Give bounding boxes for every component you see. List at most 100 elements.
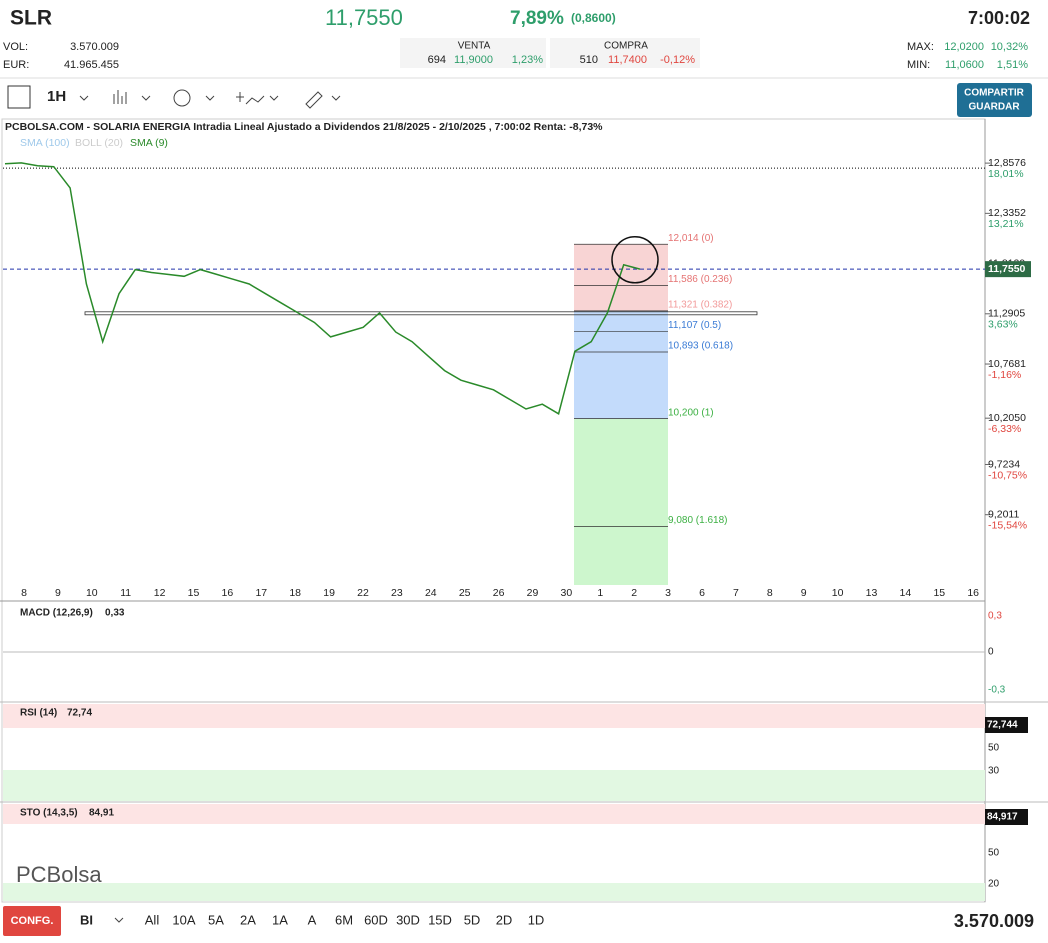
ticker: SLR bbox=[10, 7, 52, 30]
sto-tick: 50 bbox=[988, 848, 1000, 859]
date-label: 13 bbox=[866, 587, 878, 599]
price: 11,7550 bbox=[325, 5, 403, 30]
rsi-overbought bbox=[3, 704, 985, 728]
date-label: 16 bbox=[967, 587, 979, 599]
rsi-tick: 50 bbox=[988, 743, 1000, 754]
date-label: 6 bbox=[699, 587, 705, 599]
time: 7:00:02 bbox=[968, 8, 1030, 28]
date-label: 12 bbox=[154, 587, 166, 599]
sto-last: 84,917 bbox=[987, 812, 1018, 823]
date-label: 7 bbox=[733, 587, 739, 599]
max-pct: 10,32% bbox=[991, 41, 1029, 53]
fib-label: 11,321 (0.382) bbox=[668, 300, 732, 311]
fib-zone-blue bbox=[574, 310, 668, 419]
logo: PCBolsa bbox=[16, 862, 102, 887]
compra-pct: -0,12% bbox=[660, 54, 695, 66]
y-tick-pct: -15,54% bbox=[988, 519, 1027, 531]
date-label: 18 bbox=[289, 587, 301, 599]
y-tick-label: 10,7681 bbox=[988, 358, 1026, 370]
change-pct: 7,89% bbox=[510, 8, 564, 29]
date-label: 1 bbox=[597, 587, 603, 599]
current-price-box bbox=[985, 261, 1031, 278]
date-label: 15 bbox=[933, 587, 945, 599]
save[interactable]: GUARDAR bbox=[968, 102, 1020, 113]
eur: 41.965.455 bbox=[64, 59, 119, 71]
max-label: MAX: bbox=[907, 41, 934, 53]
rsi-label: RSI (14) bbox=[20, 708, 57, 719]
range-button[interactable]: 15D bbox=[428, 912, 452, 927]
date-label: 26 bbox=[493, 587, 505, 599]
range-button[interactable]: 30D bbox=[396, 912, 420, 927]
date-label: 14 bbox=[900, 587, 912, 599]
y-tick-label: 12,3352 bbox=[988, 207, 1026, 219]
y-tick-label: 11,2905 bbox=[988, 308, 1025, 320]
dropdown bbox=[114, 917, 124, 923]
vol-label: VOL: bbox=[3, 41, 28, 53]
fib-label: 11,586 (0.236) bbox=[668, 274, 732, 285]
highlight-circle bbox=[611, 236, 659, 284]
chart-title: PCBOLSA.COM - SOLARIA ENERGIA Intradia L… bbox=[5, 121, 603, 133]
date-label: 10 bbox=[832, 587, 844, 599]
date-label: 16 bbox=[222, 587, 234, 599]
rsi-last: 72,744 bbox=[987, 720, 1018, 731]
y-tick-pct: 18,01% bbox=[988, 168, 1024, 180]
date-label: 22 bbox=[357, 587, 369, 599]
legend-sma9: SMA (9) bbox=[130, 137, 168, 149]
date-label: 11 bbox=[120, 587, 131, 599]
range-button[interactable]: 5A bbox=[208, 912, 224, 927]
compra-qty: 510 bbox=[580, 54, 598, 66]
fib-label: 10,200 (1) bbox=[668, 407, 714, 418]
y-tick-label: 9,7234 bbox=[988, 458, 1020, 470]
min: 11,0600 bbox=[945, 59, 984, 71]
share-button[interactable] bbox=[957, 83, 1032, 117]
macd-value: 0,33 bbox=[105, 608, 125, 619]
fib-zone-green bbox=[574, 418, 668, 585]
bi[interactable]: BI bbox=[80, 912, 93, 927]
sto-label: STO (14,3,5) bbox=[20, 808, 78, 819]
date-label: 24 bbox=[425, 587, 437, 599]
rsi-value: 72,74 bbox=[67, 708, 92, 719]
range-button[interactable]: 2D bbox=[496, 912, 513, 927]
date-label: 10 bbox=[86, 587, 98, 599]
venta-qty: 694 bbox=[428, 54, 446, 66]
date-label: 19 bbox=[323, 587, 335, 599]
range-button[interactable]: 6M bbox=[335, 912, 353, 927]
max: 12,0200 bbox=[944, 41, 984, 53]
range-button[interactable]: 2A bbox=[240, 912, 256, 927]
fib-label: 12,014 (0) bbox=[668, 233, 714, 244]
range-button[interactable]: 1D bbox=[528, 912, 545, 927]
macd-label: MACD (12,26,9) bbox=[20, 608, 93, 619]
legend-sma100: SMA (100) bbox=[20, 137, 70, 149]
range-button[interactable]: 60D bbox=[364, 912, 388, 927]
panel-toggle[interactable] bbox=[7, 85, 31, 109]
macd-tick: 0 bbox=[988, 647, 994, 658]
config-button[interactable] bbox=[3, 906, 61, 936]
y-tick-pct: -1,16% bbox=[988, 369, 1021, 381]
y-tick-label: 9,2011 bbox=[988, 508, 1019, 520]
date-label: 2 bbox=[631, 587, 637, 599]
interval[interactable]: 1H bbox=[47, 88, 66, 105]
macd-tick: 0,3 bbox=[988, 611, 1002, 622]
range-button[interactable]: 10A bbox=[172, 912, 195, 927]
config[interactable]: CONFG. bbox=[11, 915, 54, 927]
date-label: 8 bbox=[21, 587, 27, 599]
range-button[interactable]: A bbox=[308, 912, 317, 927]
fib-label: 11,107 (0.5) bbox=[668, 320, 721, 331]
rsi-last-box bbox=[985, 717, 1028, 733]
min-pct: 1,51% bbox=[997, 59, 1028, 71]
date-label: 3 bbox=[665, 587, 671, 599]
date-label: 17 bbox=[255, 587, 267, 599]
y-tick-label: 12,8576 bbox=[988, 157, 1026, 169]
venta-title: VENTA bbox=[458, 41, 491, 52]
range-button[interactable]: 5D bbox=[464, 912, 481, 927]
venta-price: 11,9000 bbox=[454, 54, 493, 66]
eur-label: EUR: bbox=[3, 59, 29, 71]
share[interactable]: COMPARTIR bbox=[964, 88, 1025, 99]
sto-oversold bbox=[3, 883, 985, 901]
macd-tick: -0,3 bbox=[988, 685, 1006, 696]
sto-overbought bbox=[3, 804, 985, 824]
range-button[interactable]: 1A bbox=[272, 912, 288, 927]
range-button[interactable]: All bbox=[145, 912, 160, 927]
date-label: 9 bbox=[801, 587, 807, 599]
